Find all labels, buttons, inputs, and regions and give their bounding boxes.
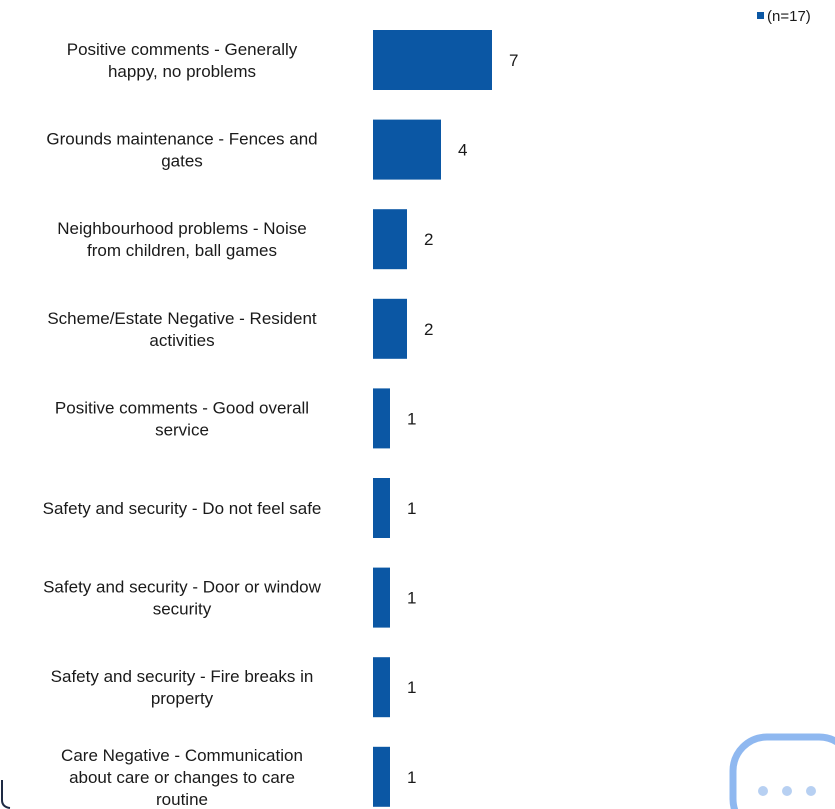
category-label-line: Positive comments - Good overall [55,398,309,417]
data-label: 4 [458,141,467,160]
data-label: 1 [407,499,416,518]
category-label-line: gates [161,152,203,171]
category-label: Safety and security - Do not feel safe [43,499,322,518]
category-label-line: Grounds maintenance - Fences and [46,130,317,149]
category-label-line: from children, ball games [87,241,277,260]
category-labels-group: Positive comments - Generally happy, no p… [43,40,322,809]
bar [373,478,390,538]
category-label-line: property [151,689,214,708]
chat-bubble-icon[interactable] [725,733,835,809]
frame-corner-decoration [0,780,11,809]
category-label-line: Neighbourhood problems - Noise [57,219,306,238]
data-label: 1 [407,589,416,608]
bar [373,657,390,718]
category-label-line: service [155,420,209,439]
bar [373,298,407,359]
bars-group [373,30,492,807]
category-label-line: activities [149,331,214,350]
category-label-line: about care or changes to care [69,768,295,787]
category-label-line: Safety and security - Do not feel safe [43,499,322,518]
data-label: 2 [424,230,433,249]
bar [373,119,441,180]
category-label: Positive comments - Good overall service [55,398,309,439]
data-label: 1 [407,409,416,428]
legend: (n=17) [757,8,811,25]
category-label-line: Scheme/Estate Negative - Resident [47,309,317,328]
category-label-line: happy, no problems [108,62,256,81]
category-label-line: Care Negative - Communication [61,746,303,765]
category-label: Care Negative - Communication about care … [61,746,303,809]
value-labels-group: 7 4 2 2 1 1 1 1 1 [407,51,518,787]
bar [373,567,390,628]
category-label: Safety and security - Fire breaks in prop… [51,667,314,708]
category-label: Safety and security - Door or window secu… [43,578,322,619]
bar [373,746,390,807]
data-label: 1 [407,768,416,787]
bar [373,30,492,90]
data-label: 2 [424,320,433,339]
category-label-line: routine [156,790,208,809]
category-label-line: Positive comments - Generally [67,40,298,59]
legend-label: (n=17) [767,8,811,25]
legend-swatch [757,12,764,19]
category-label-line: Safety and security - Fire breaks in [51,667,314,686]
category-label: Positive comments - Generally happy, no p… [67,40,298,81]
category-label: Scheme/Estate Negative - Resident activit… [47,309,317,350]
bar [373,388,390,449]
data-label: 7 [509,51,518,70]
category-label: Neighbourhood problems - Noise from child… [57,219,306,260]
data-label: 1 [407,678,416,697]
category-label: Grounds maintenance - Fences and gates [46,130,317,171]
category-label-line: Safety and security - Door or window [43,578,322,597]
bar [373,209,407,270]
category-label-line: security [153,600,212,619]
